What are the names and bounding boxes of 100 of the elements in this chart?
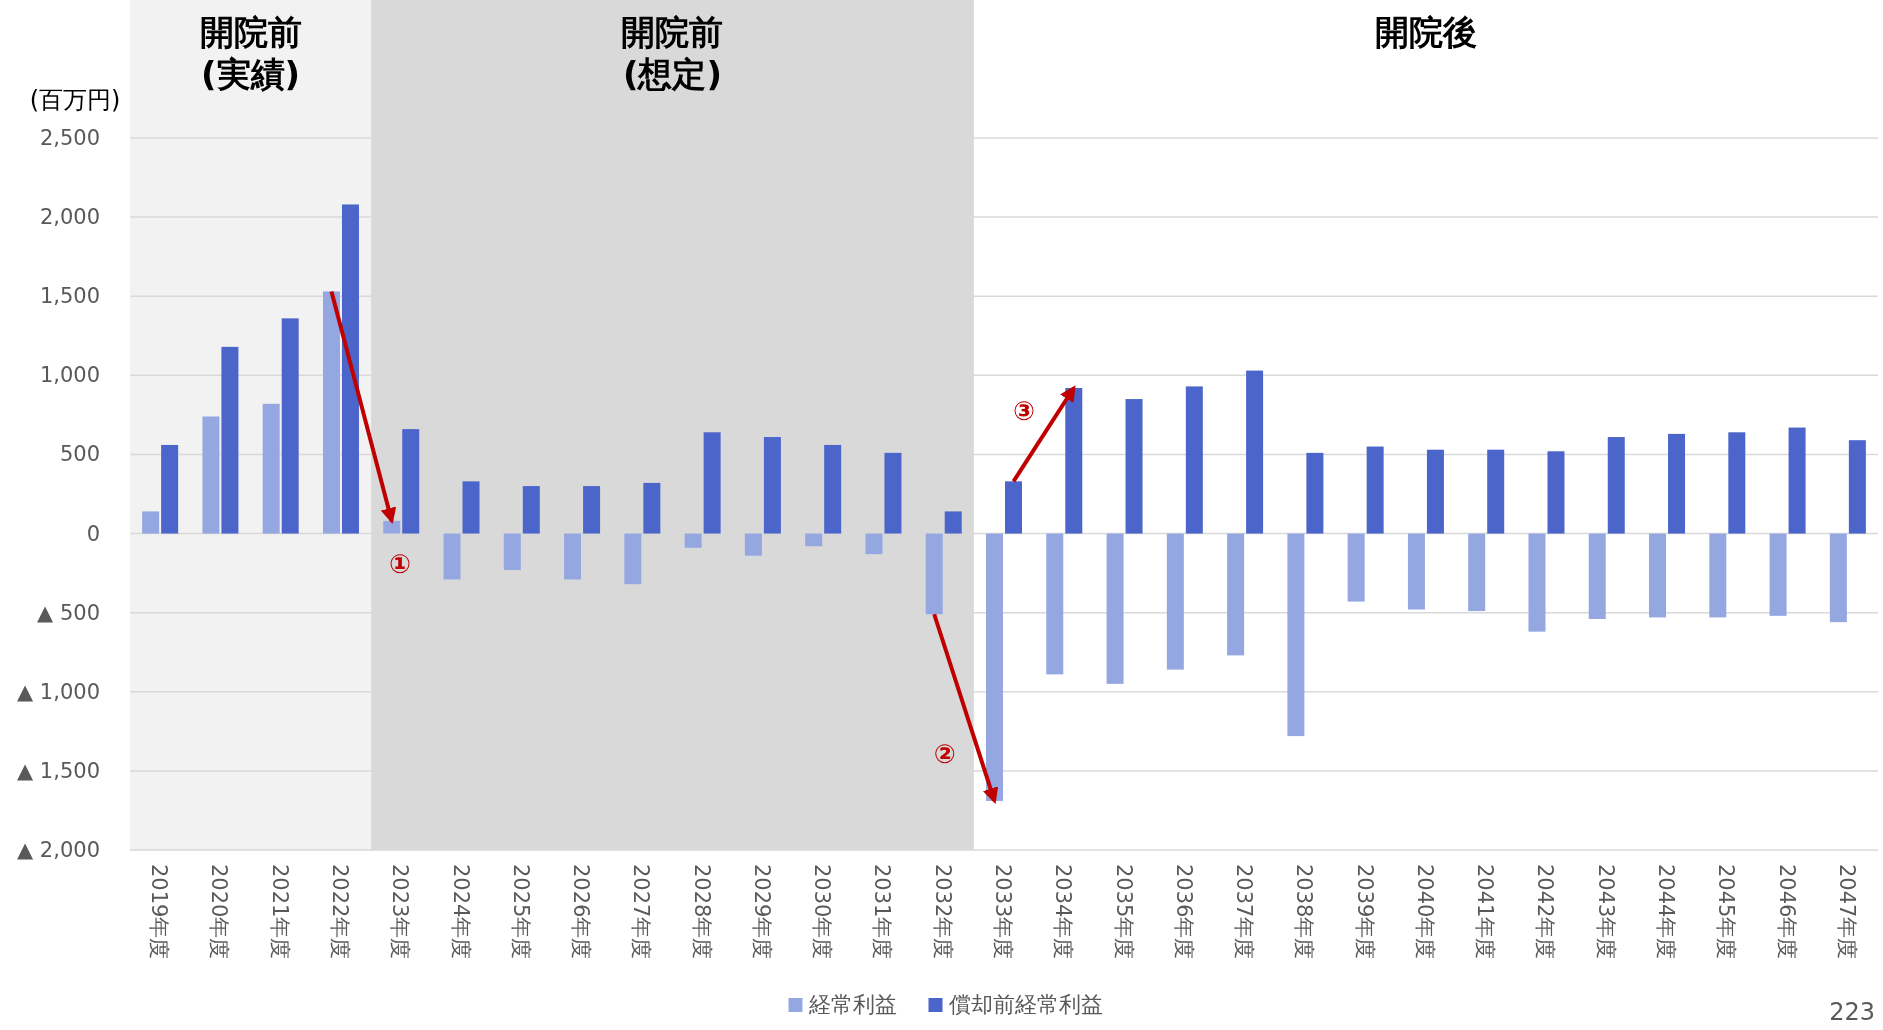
x-tick-label: 2031年度 — [870, 864, 895, 960]
bar — [884, 452, 902, 534]
annotation: ① — [388, 548, 411, 579]
bar — [1547, 451, 1565, 534]
bar — [1487, 449, 1505, 534]
x-tick-label: 2028年度 — [689, 864, 714, 960]
bar — [925, 533, 943, 615]
bar — [443, 533, 461, 580]
bar — [1347, 533, 1365, 602]
bar — [161, 444, 179, 534]
y-tick-label: ▲ 1,000 — [17, 679, 100, 704]
y-tick-label: 2,500 — [39, 126, 100, 150]
bar — [1709, 533, 1727, 618]
x-tick-label: 2040年度 — [1412, 864, 1437, 960]
bar — [1366, 446, 1384, 534]
x-tick-label: 2026年度 — [569, 864, 594, 960]
legend-label: 償却前経常利益 — [948, 992, 1103, 1017]
x-tick-label: 2045年度 — [1714, 864, 1739, 960]
bar — [221, 346, 239, 534]
bar — [281, 318, 299, 534]
y-tick-label: 2,000 — [39, 205, 100, 230]
band-label: 開院前 (実績) — [199, 12, 302, 94]
bar — [1769, 533, 1787, 616]
bar — [1166, 533, 1184, 670]
bar — [383, 520, 401, 534]
bar — [1065, 387, 1083, 534]
bar — [1306, 452, 1324, 534]
bar — [1227, 533, 1245, 656]
bar — [322, 291, 340, 534]
bar — [1728, 432, 1746, 534]
x-tick-label: 2043年度 — [1593, 864, 1618, 960]
bar — [684, 533, 702, 548]
bar — [1528, 533, 1546, 632]
bar — [1829, 533, 1847, 623]
bar — [1668, 433, 1686, 534]
bar — [1046, 533, 1064, 675]
x-tick-label: 2033年度 — [991, 864, 1015, 960]
annotation: ② — [933, 739, 956, 770]
x-tick-label: 2047年度 — [1834, 864, 1859, 960]
x-tick-label: 2038年度 — [1292, 864, 1317, 960]
bar — [1407, 533, 1425, 610]
x-tick-label: 2044年度 — [1654, 864, 1679, 960]
bar — [824, 444, 842, 534]
bar — [1468, 533, 1486, 612]
bar — [1185, 386, 1203, 534]
x-tick-label: 2020年度 — [207, 864, 232, 960]
y-tick-label: ▲ 2,000 — [17, 838, 100, 862]
bar — [142, 511, 160, 534]
x-tick-label: 2035年度 — [1111, 864, 1136, 960]
x-tick-label: 2042年度 — [1533, 864, 1558, 960]
bar — [522, 486, 540, 534]
bar — [1607, 437, 1625, 534]
text: 223 — [1829, 998, 1875, 1026]
x-tick-label: 2037年度 — [1232, 864, 1257, 960]
bar — [1426, 449, 1444, 534]
x-tick-label: 2039年度 — [1352, 864, 1377, 960]
bar — [503, 533, 521, 570]
bar — [564, 533, 582, 580]
bar — [402, 429, 420, 534]
x-tick-label: 2022年度 — [327, 864, 352, 960]
bar — [1246, 370, 1264, 534]
y-tick-label: 1,000 — [39, 363, 100, 388]
x-tick-label: 2036年度 — [1171, 864, 1196, 960]
x-tick-label: 2024年度 — [448, 864, 473, 960]
bar — [986, 533, 1003, 801]
bar — [341, 204, 359, 534]
bar — [1287, 533, 1305, 737]
bar — [1005, 481, 1022, 534]
bar — [1848, 440, 1866, 534]
bar — [1106, 533, 1124, 684]
x-tick-label: 2019年度 — [147, 864, 172, 960]
x-tick-label: 2029年度 — [749, 864, 774, 960]
band-label: 開院前 (想定) — [621, 12, 724, 94]
bar — [1788, 427, 1806, 534]
y-tick-label: ▲ 500 — [37, 600, 100, 625]
x-tick-label: 2034年度 — [1051, 864, 1076, 960]
x-tick-label: 2046年度 — [1774, 864, 1799, 960]
y-tick-label: 0 — [86, 521, 100, 546]
bar — [262, 403, 280, 534]
bar — [865, 533, 883, 555]
x-tick-label: 2032年度 — [930, 864, 955, 960]
legend-label: 経常利益 — [807, 992, 897, 1017]
x-tick-label: 2025年度 — [508, 864, 533, 960]
bar — [462, 481, 480, 534]
bar — [643, 482, 661, 534]
bar — [1125, 399, 1143, 534]
bar — [624, 533, 642, 585]
x-tick-label: 2027年度 — [629, 864, 654, 960]
bar — [744, 533, 762, 556]
y-tick-label: ▲ 1,500 — [17, 758, 100, 783]
bar — [202, 416, 220, 534]
x-tick-label: 2021年度 — [267, 864, 292, 960]
bar — [583, 486, 601, 534]
x-tick-label: 2023年度 — [388, 864, 413, 960]
annotation: ③ — [1012, 396, 1035, 427]
y-tick-label: 1,500 — [39, 284, 100, 309]
y-tick-label: 500 — [59, 442, 100, 467]
bar — [703, 432, 721, 534]
bar — [1649, 533, 1667, 618]
bar — [944, 511, 962, 534]
